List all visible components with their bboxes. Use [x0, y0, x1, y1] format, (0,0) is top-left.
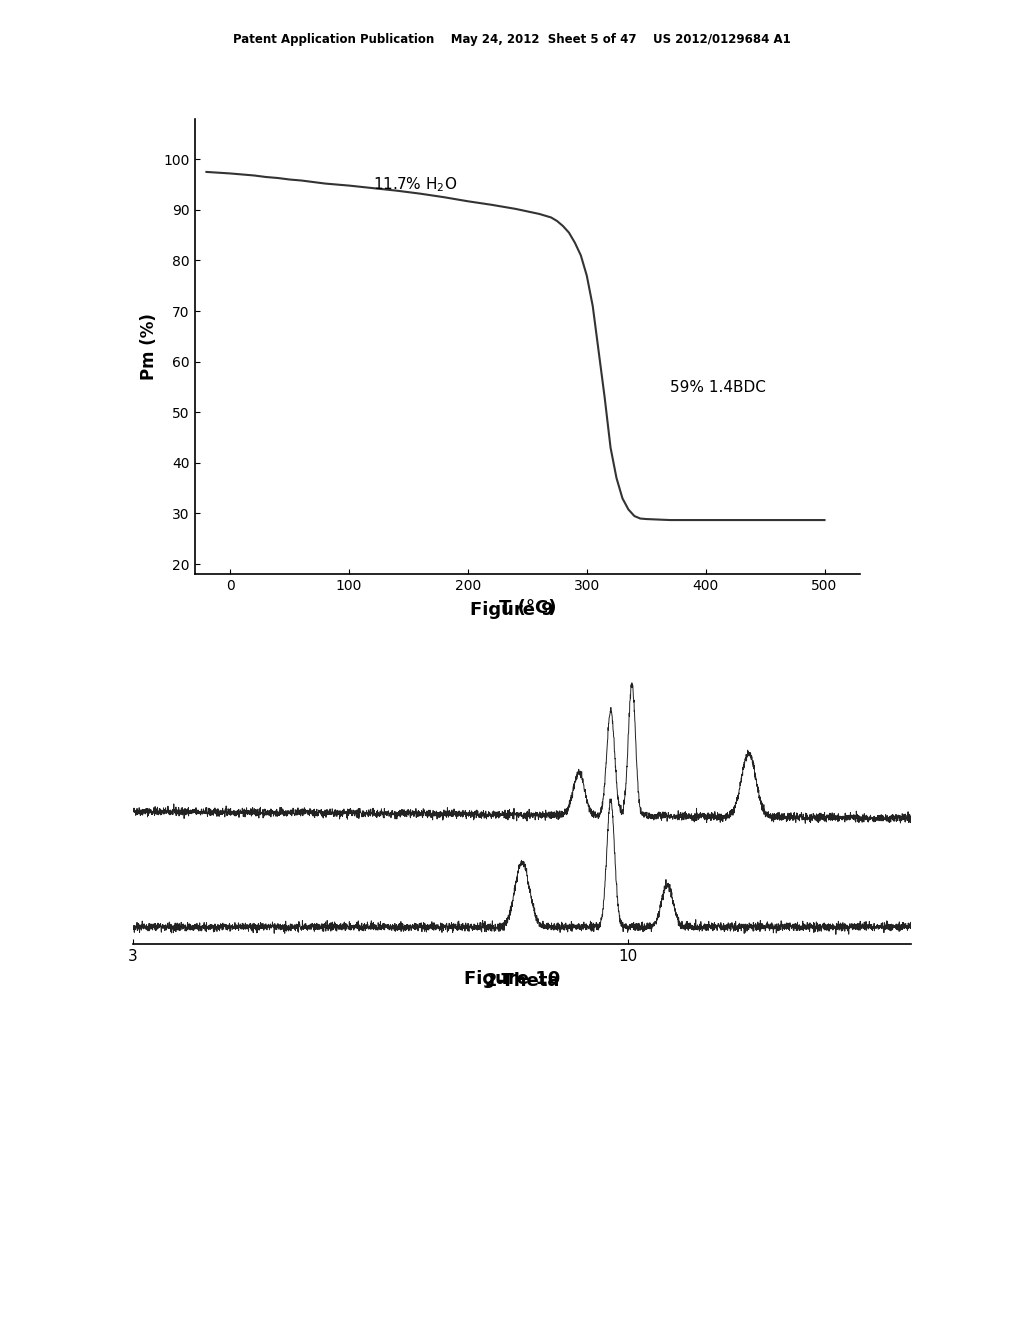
- Text: Figure 10: Figure 10: [464, 970, 560, 989]
- Text: 59% 1.4BDC: 59% 1.4BDC: [670, 380, 766, 395]
- X-axis label: 2-Theta: 2-Theta: [484, 972, 560, 990]
- Text: Patent Application Publication    May 24, 2012  Sheet 5 of 47    US 2012/0129684: Patent Application Publication May 24, 2…: [233, 33, 791, 46]
- X-axis label: T (°C): T (°C): [499, 598, 556, 616]
- Text: Figure 9: Figure 9: [470, 601, 554, 619]
- Y-axis label: Pm (%): Pm (%): [139, 313, 158, 380]
- Text: 11.7% H$_2$O: 11.7% H$_2$O: [373, 176, 457, 194]
